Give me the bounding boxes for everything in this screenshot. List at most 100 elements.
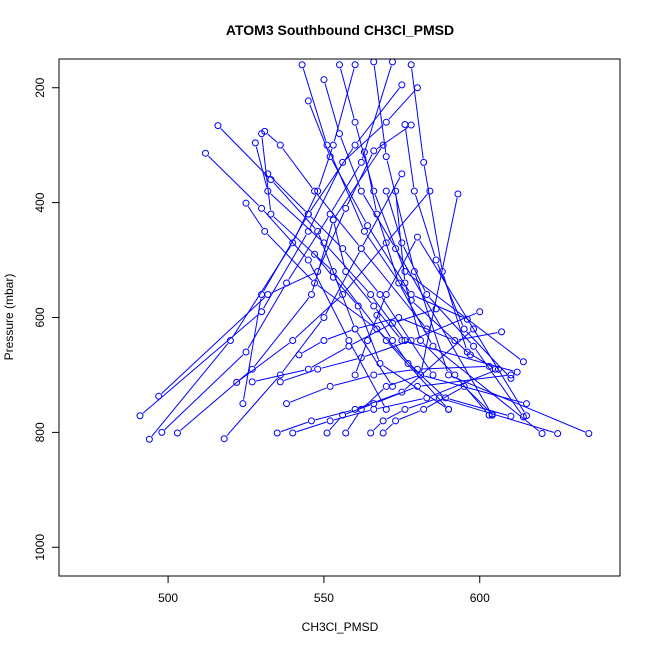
x-axis-ticks: 500 550 600 [158,576,490,605]
profile-segment [352,324,390,345]
data-point [357,158,365,166]
data-point [351,371,359,379]
profile-segment [318,148,333,188]
profile-segment [270,193,322,241]
profile-segment [366,234,410,298]
data-point [311,250,319,258]
data-point [417,336,425,344]
profile-segment [377,398,423,410]
data-point [357,354,365,362]
profile-segment [270,176,306,212]
profile-segment [373,65,387,153]
data-point [491,365,499,373]
data-point [413,233,421,241]
data-point [226,336,234,344]
x-axis-label: CH3Cl_PMSD [302,620,379,634]
profile-segment [364,341,408,357]
profile-segment [475,349,522,414]
profile-segment [443,275,467,349]
profile-19 [283,362,493,408]
profile-segment [424,375,523,404]
data-point [519,358,527,366]
profile-32 [367,394,562,438]
data-point [276,378,284,386]
profile-segment [356,332,391,384]
chart-title: ATOM3 Southbound CH3Cl_PMSD [226,22,454,38]
profile-segment [333,68,355,142]
profile-segment [316,257,332,275]
data-point [388,59,396,66]
profile-segment [267,233,313,281]
profile-segment [271,272,315,294]
profile-segment [368,298,386,337]
data-point [155,392,163,400]
data-point [289,239,297,247]
data-point [382,187,390,195]
data-point [523,412,530,420]
profile-segment [267,133,278,143]
profile-segment [347,412,360,430]
profile-segment [282,148,313,189]
data-point [267,210,275,218]
data-point [220,435,228,443]
data-point [351,141,359,149]
profile-segment [324,83,339,130]
data-point [388,336,396,344]
profile-segment [327,329,352,340]
data-point [423,291,431,299]
data-point [351,325,359,333]
data-point [519,413,527,421]
profile-segment [413,302,468,353]
profile-segment [381,297,432,372]
data-point [382,239,390,247]
profile-segment [317,285,374,328]
profile-37 [392,187,493,419]
data-point [342,204,350,212]
profile-segment [388,90,416,120]
profile-segment [386,194,402,240]
data-point [370,400,378,408]
data-point [392,417,400,425]
data-point [242,199,250,207]
data-point [388,319,396,327]
data-point [554,430,562,438]
data-point [370,187,378,195]
profile-segment [302,68,327,142]
data-point [507,412,515,420]
y-axis-label: Pressure (mbar) [2,274,16,361]
data-point [370,371,378,379]
profile-segment [421,365,486,370]
profile-segment [387,240,416,292]
data-point [454,190,462,198]
data-point [513,368,521,376]
profile-segment [207,155,260,206]
data-point [258,291,266,299]
profile-segment [400,286,432,343]
data-point [289,336,297,344]
data-point [364,336,372,344]
profile-27 [329,216,521,376]
profile-segment [415,275,448,372]
data-profiles [136,59,593,443]
profile-segment [263,217,307,292]
profile-segment [255,146,268,188]
profile-segment [429,297,472,344]
data-point [311,279,319,287]
profile-segment [340,68,355,119]
data-point [326,417,334,425]
data-point [360,148,368,156]
data-point [429,342,437,350]
profile-segment [372,297,403,338]
data-point [357,245,365,253]
profile-36 [382,187,527,421]
data-point [460,325,468,333]
profile-segment [402,318,452,340]
profile-segment [457,377,487,413]
profile-segment [318,211,345,269]
data-point [339,291,347,299]
data-point [342,429,350,437]
profile-segment [311,347,346,368]
profile-segment [355,344,367,372]
profile-segment [442,398,554,433]
